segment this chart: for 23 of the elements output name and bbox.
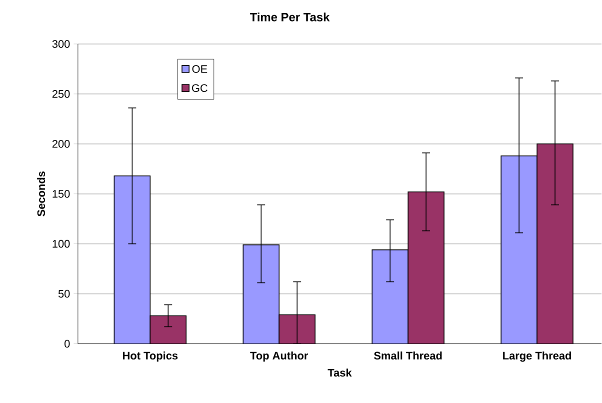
y-tick-label: 0 (64, 340, 70, 348)
y-tick-label: 250 (52, 90, 70, 98)
chart-title: Time Per Task (250, 12, 330, 22)
x-tick-label: Large Thread (503, 352, 571, 362)
y-tick-label: 150 (52, 190, 70, 198)
bar (372, 250, 408, 344)
bar (150, 316, 187, 344)
y-tick-label: 100 (52, 240, 70, 248)
legend-label: GC (192, 84, 208, 92)
x-tick-label: Top Author (250, 352, 308, 362)
bar (500, 156, 538, 344)
x-tick-label: Small Thread (374, 352, 442, 360)
bar (536, 144, 574, 344)
y-tick-label: 50 (58, 290, 70, 298)
bar (242, 244, 280, 344)
bar (408, 192, 444, 344)
x-axis-title: Task (328, 368, 352, 377)
y-tick-label: 300 (52, 40, 70, 48)
legend-label: OE (192, 65, 208, 74)
y-axis-title: Seconds (37, 172, 46, 217)
x-tick-label: Hot Topics (123, 352, 178, 362)
bar (114, 176, 151, 344)
y-tick-label: 200 (52, 140, 70, 148)
